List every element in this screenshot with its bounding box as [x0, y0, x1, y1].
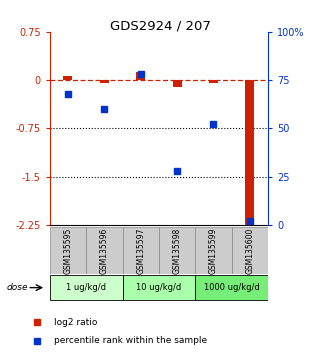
Text: percentile rank within the sample: percentile rank within the sample: [54, 336, 207, 345]
Text: GSM135596: GSM135596: [100, 227, 109, 274]
Bar: [123, 275, 195, 300]
Text: 1000 ug/kg/d: 1000 ug/kg/d: [204, 283, 260, 292]
Text: GSM135597: GSM135597: [136, 227, 145, 274]
Text: GSM135598: GSM135598: [173, 227, 182, 274]
Bar: [100, 80, 109, 83]
Bar: [86, 227, 123, 274]
Bar: [159, 227, 195, 274]
Text: GSM135600: GSM135600: [245, 227, 254, 274]
Bar: [195, 227, 232, 274]
Text: dose: dose: [6, 283, 28, 292]
Text: log2 ratio: log2 ratio: [54, 318, 97, 327]
Bar: [232, 227, 268, 274]
Text: GSM135599: GSM135599: [209, 227, 218, 274]
Bar: [195, 275, 268, 300]
Bar: [64, 76, 73, 80]
Bar: [209, 80, 218, 83]
Bar: [245, 80, 254, 227]
Text: 10 ug/kg/d: 10 ug/kg/d: [136, 283, 181, 292]
Bar: [123, 227, 159, 274]
Text: 1 ug/kg/d: 1 ug/kg/d: [66, 283, 106, 292]
Bar: [173, 80, 182, 86]
Bar: [50, 227, 86, 274]
Text: GSM135595: GSM135595: [64, 227, 73, 274]
Bar: [136, 72, 145, 80]
Bar: [50, 275, 123, 300]
Text: GDS2924 / 207: GDS2924 / 207: [110, 19, 211, 33]
